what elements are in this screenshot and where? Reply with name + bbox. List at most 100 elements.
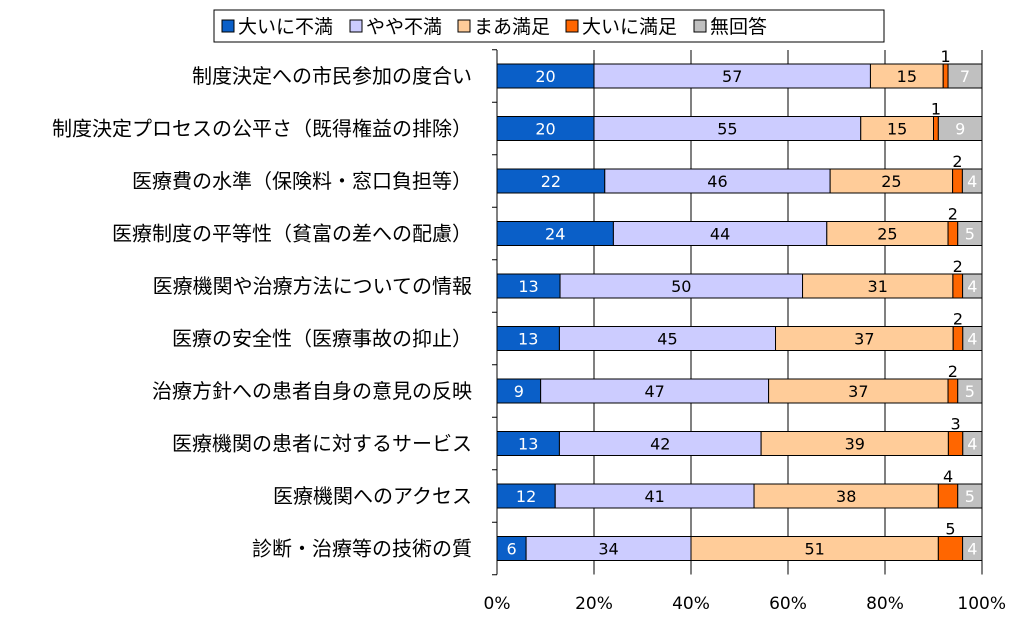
bar-segment — [937, 483, 959, 509]
legend-label: 無回答 — [710, 16, 767, 38]
bar-segment — [962, 273, 983, 299]
data-label: 4 — [967, 330, 977, 349]
data-label: 2 — [948, 205, 958, 224]
legend-item: 大いに満足 — [565, 16, 677, 38]
bar-row: 13 42 39 34 — [496, 415, 983, 456]
bar-row: 9 47 37 25 — [496, 362, 983, 404]
legend: 大いに不満 やや不満 まあ満足 大いに満足 無回答 — [213, 9, 885, 43]
bar-segment — [937, 116, 983, 141]
data-label: 25 — [881, 172, 901, 191]
legend-swatch — [565, 19, 579, 33]
bar-segment — [612, 221, 828, 246]
data-label: 13 — [518, 435, 538, 454]
x-tick-label: 40% — [672, 594, 710, 614]
bar-segment — [947, 63, 983, 89]
data-label: 37 — [854, 330, 874, 349]
legend-swatch — [693, 19, 707, 33]
data-label: 25 — [877, 225, 897, 244]
category-label: 治療方針への患者自身の意見の反映 — [152, 379, 472, 403]
data-label: 2 — [948, 362, 958, 381]
bar-row: 13 45 37 24 — [496, 310, 983, 351]
bar-segment — [957, 483, 983, 509]
x-tick-label: 0% — [484, 594, 511, 614]
bar-segment — [952, 273, 964, 299]
legend-item: まあ満足 — [457, 16, 550, 38]
data-label: 51 — [804, 540, 824, 559]
bar-segment — [952, 326, 964, 351]
legend-label: まあ満足 — [474, 16, 550, 38]
data-label: 3 — [950, 415, 960, 434]
data-label: 37 — [848, 382, 868, 401]
data-label: 2 — [953, 310, 963, 329]
bar-segment — [496, 63, 595, 89]
bar-segment — [957, 221, 983, 246]
bar-row: 22 46 25 24 — [496, 152, 983, 194]
bar-row: 6 34 51 54 — [496, 520, 983, 561]
bar-row: 20 57 15 17 — [496, 47, 983, 89]
category-label: 医療機関や治療方法についての情報 — [153, 274, 472, 298]
data-label: 12 — [516, 487, 536, 506]
legend-label: 大いに不満 — [238, 16, 333, 38]
bar-segment — [604, 168, 831, 194]
bar-segment — [496, 168, 606, 194]
bar-segment — [760, 431, 949, 456]
data-label: 9 — [955, 120, 965, 139]
bar-segment — [933, 116, 939, 141]
data-label: 5 — [965, 225, 975, 244]
bar-row: 24 44 25 25 — [496, 205, 983, 246]
data-label: 5 — [965, 382, 975, 401]
bar-segment — [496, 483, 556, 509]
data-label: 5 — [965, 487, 975, 506]
bar-segment — [942, 63, 949, 89]
data-label: 4 — [967, 540, 977, 559]
bar-segment — [829, 168, 954, 194]
bar-row: 20 55 15 19 — [496, 100, 983, 141]
data-label: 55 — [717, 120, 737, 139]
x-tick-label: 60% — [769, 594, 807, 614]
data-label: 9 — [514, 382, 524, 401]
bar-segment — [826, 221, 949, 246]
data-label: 20 — [535, 120, 555, 139]
x-axis: 0% 20% 40% 60% 80% 100% — [484, 594, 1006, 614]
category-label: 制度決定への市民参加の度合い — [192, 64, 472, 88]
data-label: 42 — [650, 435, 670, 454]
data-label: 34 — [598, 540, 618, 559]
x-tick-label: 100% — [957, 594, 1006, 614]
x-tick-label: 20% — [575, 594, 613, 614]
data-label: 46 — [707, 172, 727, 191]
data-label: 2 — [953, 257, 963, 276]
bar-segment — [961, 168, 983, 194]
bar-segment — [860, 116, 934, 141]
bar-segment — [952, 168, 963, 194]
data-label: 20 — [535, 67, 555, 86]
bar-segment — [496, 273, 561, 299]
legend-label: 大いに満足 — [582, 16, 677, 38]
bar-segment — [947, 431, 964, 456]
bar-segment — [540, 378, 770, 404]
bar-segment — [775, 326, 954, 351]
data-label: 13 — [518, 330, 538, 349]
legend-item: やや不満 — [349, 16, 442, 38]
data-label: 1 — [931, 100, 941, 119]
data-label: 4 — [967, 172, 977, 191]
data-label: 13 — [518, 277, 538, 296]
bar-segment — [937, 536, 964, 561]
legend-label: やや不満 — [366, 16, 442, 38]
data-label: 4 — [967, 435, 977, 454]
data-label: 44 — [710, 225, 730, 244]
data-label: 50 — [671, 277, 691, 296]
data-label: 7 — [960, 67, 970, 86]
category-label: 医療制度の平等性（貧富の差への配慮） — [112, 222, 472, 246]
data-label: 22 — [541, 172, 561, 191]
bar-row: 12 41 38 45 — [496, 467, 983, 509]
bar-segment — [690, 536, 939, 561]
bar-segment — [947, 378, 959, 404]
legend-item: 大いに不満 — [221, 16, 333, 38]
legend-swatch — [457, 19, 471, 33]
data-label: 2 — [952, 152, 962, 171]
legend-swatch — [349, 19, 363, 33]
data-label: 15 — [897, 67, 917, 86]
data-label: 47 — [644, 382, 664, 401]
category-label: 制度決定プロセスの公平さ（既得権益の排除） — [52, 117, 472, 141]
data-label: 31 — [868, 277, 888, 296]
